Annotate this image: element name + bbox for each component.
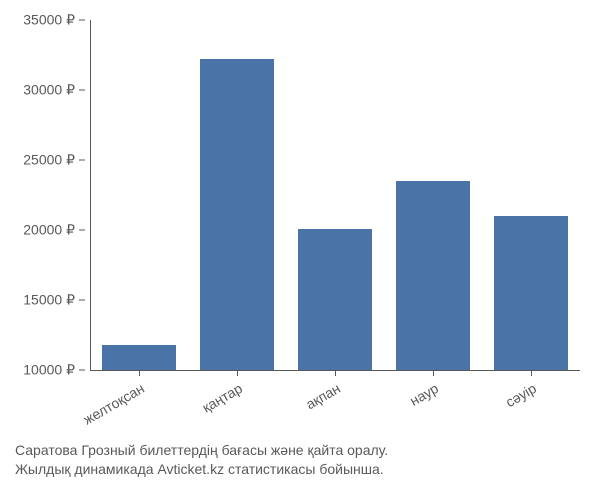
caption-line-2: Жылдық динамикада Avticket.kz статистика… [15, 460, 585, 480]
x-tick-mark [433, 370, 434, 376]
chart-container: 10000 ₽15000 ₽20000 ₽25000 ₽30000 ₽35000… [90, 20, 580, 370]
y-tick-mark [79, 20, 85, 21]
y-axis: 10000 ₽15000 ₽20000 ₽25000 ₽30000 ₽35000… [0, 20, 85, 370]
y-tick-mark [79, 230, 85, 231]
y-tick-label: 20000 ₽ [23, 222, 75, 239]
x-tick-mark [335, 370, 336, 376]
bar [200, 59, 274, 370]
y-tick-label: 30000 ₽ [23, 82, 75, 99]
chart-caption: Саратова Грозный билеттердің бағасы және… [15, 441, 585, 480]
x-tick-label: желтоқсан [81, 380, 147, 428]
x-tick-mark [139, 370, 140, 376]
plot-area [90, 20, 580, 370]
y-tick-mark [79, 370, 85, 371]
bar [494, 216, 568, 370]
x-tick-label: қаңтар [199, 380, 245, 416]
bar [396, 181, 470, 370]
y-tick-mark [79, 90, 85, 91]
x-tick-label: ақпан [303, 380, 343, 412]
y-tick-label: 35000 ₽ [23, 12, 75, 29]
bar [298, 229, 372, 370]
x-tick-label: сәуір [503, 380, 539, 410]
y-tick-mark [79, 160, 85, 161]
bar [102, 345, 176, 370]
y-tick-label: 15000 ₽ [23, 292, 75, 309]
x-tick-mark [237, 370, 238, 376]
x-tick-label: наур [407, 380, 441, 409]
y-tick-label: 25000 ₽ [23, 152, 75, 169]
x-axis: желтоқсанқаңтарақпаннаурсәуір [90, 370, 580, 430]
x-tick-mark [531, 370, 532, 376]
caption-line-1: Саратова Грозный билеттердің бағасы және… [15, 441, 585, 461]
y-tick-mark [79, 300, 85, 301]
y-tick-label: 10000 ₽ [23, 362, 75, 379]
